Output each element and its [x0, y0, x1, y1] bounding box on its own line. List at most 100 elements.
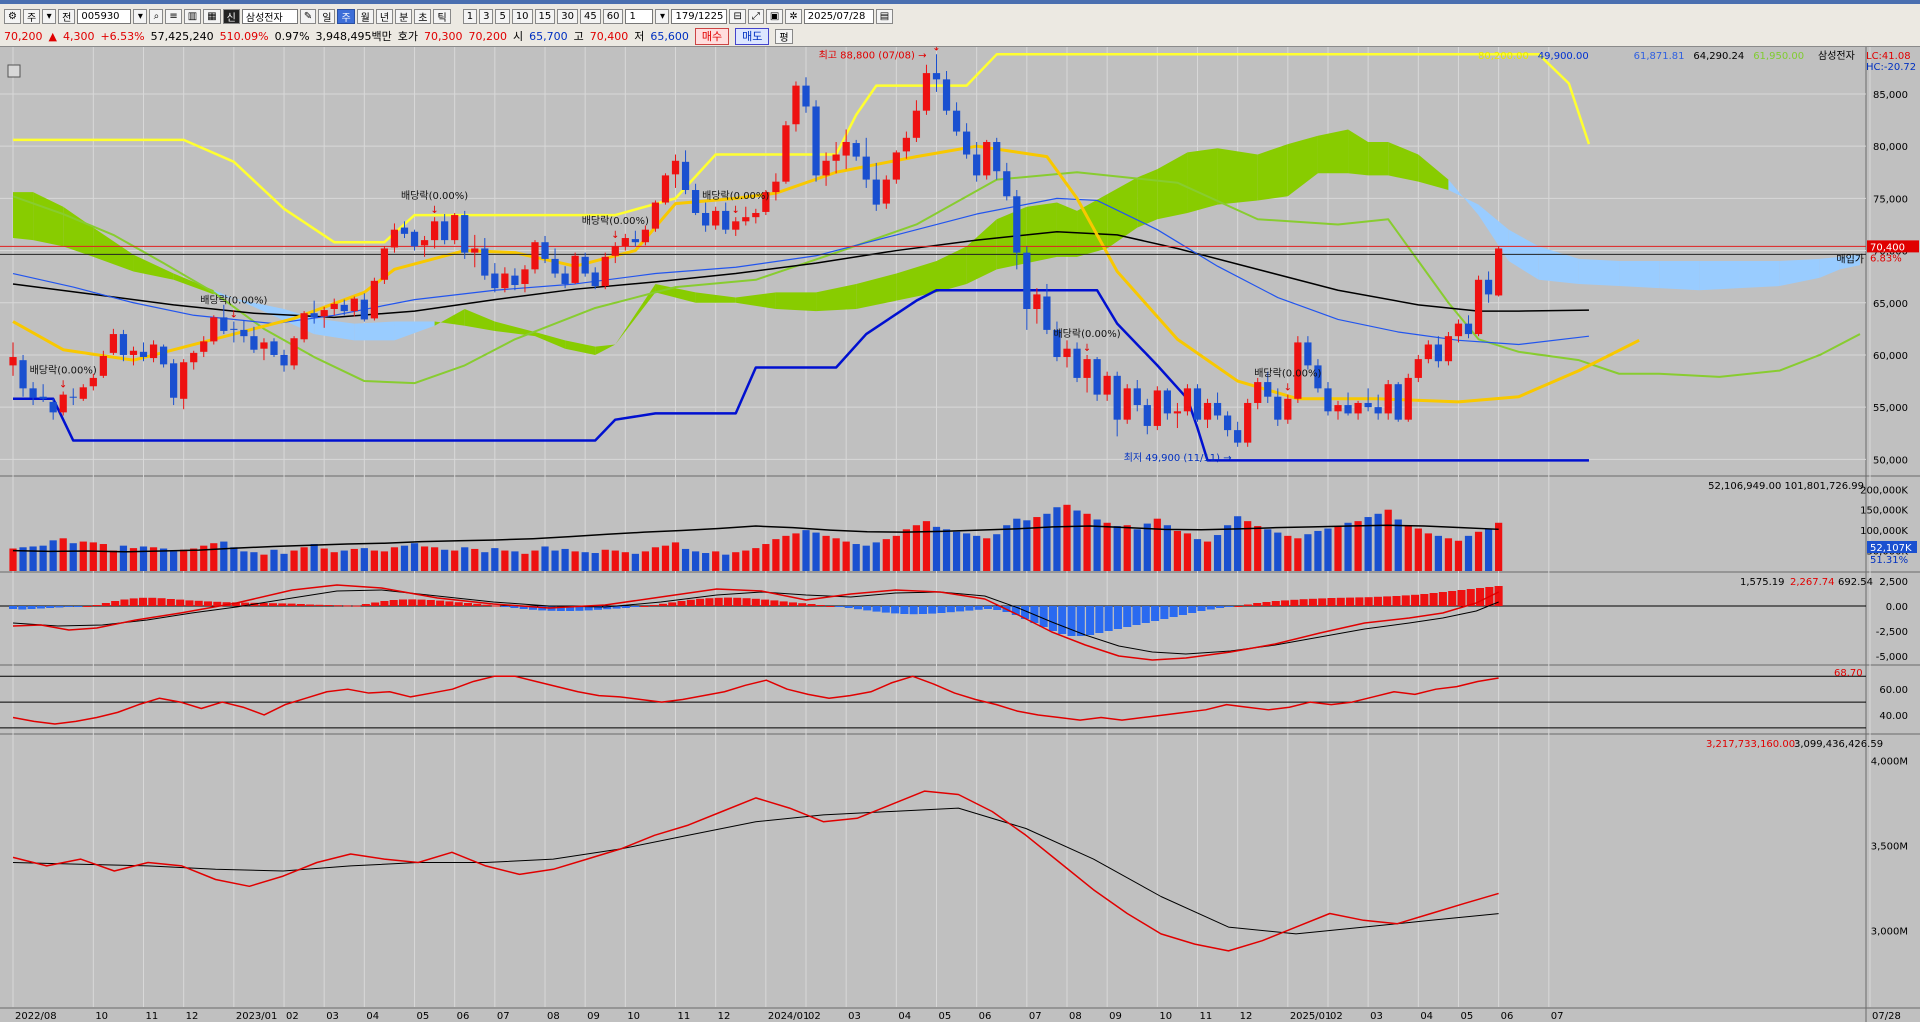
- date-axis-tick: 07: [1551, 1011, 1564, 1022]
- period-month[interactable]: 월: [356, 8, 374, 24]
- search-icon[interactable]: ⌕: [149, 8, 164, 24]
- macd-histogram-bar: [343, 605, 352, 607]
- macd-histogram-bar: [788, 602, 797, 606]
- buy-button[interactable]: 매수: [694, 27, 730, 45]
- date-axis-tick: 04: [366, 1011, 379, 1022]
- gear-icon[interactable]: ✲: [785, 8, 802, 24]
- interval-60[interactable]: 60: [602, 8, 624, 24]
- date-axis-tick: 02: [286, 1011, 299, 1022]
- date-input[interactable]: 2025/07/28: [803, 8, 874, 24]
- macd-histogram-bar: [315, 604, 324, 606]
- stock-chart[interactable]: 배당락(0.00%) ↓ 배당락(0.00%) ↓ 배당락(0.00%) ↓ 배당락(0.0…: [0, 47, 1920, 1022]
- ichimoku-cloud: [816, 283, 857, 312]
- interval-45[interactable]: 45: [580, 8, 601, 24]
- candle-body: [451, 215, 459, 241]
- volume-bar: [220, 541, 228, 571]
- period-year[interactable]: 년: [375, 8, 394, 24]
- candle-body: [1103, 375, 1111, 395]
- volume-bar: [210, 543, 218, 571]
- volume-bar: [912, 525, 921, 571]
- interval-1[interactable]: 1: [462, 8, 478, 24]
- macd-histogram-bar: [1392, 596, 1401, 606]
- volume-bar: [1173, 530, 1182, 571]
- interval-5[interactable]: 5: [495, 8, 510, 24]
- volume-bar: [39, 545, 47, 571]
- period-week[interactable]: 주: [337, 8, 355, 24]
- period-second[interactable]: 초: [414, 8, 432, 24]
- candle-body: [922, 73, 931, 111]
- count-dropdown-icon[interactable]: ▾: [655, 8, 670, 24]
- date-axis-tick: 09: [1109, 1011, 1122, 1022]
- market-select[interactable]: 주: [22, 8, 41, 24]
- candle-body: [571, 255, 579, 283]
- macd-histogram-bar: [519, 606, 528, 609]
- interval-10[interactable]: 10: [511, 8, 533, 24]
- interval-30[interactable]: 30: [557, 8, 579, 24]
- range-display[interactable]: 179/1225: [671, 8, 728, 24]
- volume-bar: [1424, 533, 1432, 571]
- volume-bar: [1384, 509, 1392, 571]
- candle-body: [1464, 323, 1473, 335]
- price-axis-tick: 75,000: [1873, 194, 1908, 205]
- candle-body: [1314, 365, 1322, 389]
- volume-panel: [9, 504, 1503, 571]
- period-day[interactable]: 일: [318, 8, 336, 24]
- sell-button[interactable]: 매도: [735, 27, 770, 45]
- dropdown-icon[interactable]: ▾: [133, 8, 148, 24]
- save-icon[interactable]: ▣: [765, 8, 784, 24]
- price-change-pct: +6.53%: [100, 29, 145, 43]
- grid-icon[interactable]: ▦: [203, 8, 221, 24]
- date-axis-tick: 06: [1501, 1011, 1514, 1022]
- candle-body: [671, 160, 680, 175]
- macd-legend-1: 1,575.19: [1740, 577, 1785, 588]
- macd-histogram-bar: [389, 600, 398, 606]
- interval-15[interactable]: 15: [534, 8, 556, 24]
- volume-bar: [511, 551, 519, 571]
- candle-body: [702, 212, 710, 226]
- volume-bar: [1484, 528, 1493, 571]
- obv-panel: [12, 790, 1499, 952]
- ichimoku-cloud: [464, 309, 495, 331]
- volume-bar: [491, 548, 499, 571]
- volume-bar: [1043, 513, 1051, 571]
- chart-type-icon[interactable]: ▥: [183, 8, 202, 24]
- ichimoku-cloud: [494, 321, 535, 337]
- interval-count-input[interactable]: 1: [625, 8, 654, 24]
- period-tick[interactable]: 틱: [433, 8, 451, 24]
- volume-legend: 52,106,949.00 101,801,726.99: [1708, 481, 1864, 492]
- stock-name[interactable]: 삼성전자: [241, 8, 298, 24]
- dividend-arrow-icon: ↓: [732, 205, 740, 216]
- period-minute[interactable]: 분: [395, 8, 413, 24]
- macd-histogram-bar: [872, 606, 881, 612]
- expand-icon[interactable]: ⤢: [747, 8, 764, 24]
- zoom-out-icon[interactable]: ⊟: [729, 8, 746, 24]
- ichimoku-cloud: [1839, 254, 1860, 270]
- panel-menu-icon[interactable]: [7, 64, 21, 78]
- volume-bar: [1023, 520, 1031, 571]
- volume-bar: [541, 546, 549, 571]
- list-icon[interactable]: ≡: [165, 8, 182, 24]
- pen-icon[interactable]: ✎: [299, 8, 317, 24]
- candle-body: [732, 221, 740, 230]
- macd-histogram-bar: [1336, 597, 1345, 606]
- candle-body: [611, 246, 619, 256]
- volume-bar: [1304, 534, 1312, 571]
- stock-code-input[interactable]: 005930: [77, 8, 132, 24]
- chevron-down-icon[interactable]: ▾: [42, 8, 57, 24]
- macd-histogram-bar: [27, 606, 36, 609]
- macd-histogram-bar: [73, 606, 83, 607]
- calendar-icon[interactable]: ▤: [875, 8, 894, 24]
- macd-histogram-bar: [36, 606, 45, 609]
- candle-body: [1153, 390, 1161, 426]
- interval-3[interactable]: 3: [479, 8, 494, 24]
- volume-bar: [1203, 541, 1212, 571]
- macd-histogram-bar: [1216, 606, 1225, 608]
- candle-body: [1334, 405, 1342, 412]
- volume-bar: [932, 526, 941, 571]
- date-axis-tick: 2025/01: [1290, 1011, 1332, 1022]
- mode-select[interactable]: 전: [58, 8, 76, 24]
- ichimoku-cloud: [173, 273, 214, 295]
- volume-ratio: 510.09%: [219, 29, 269, 43]
- settings-icon[interactable]: ⚙: [4, 8, 21, 24]
- flat-button[interactable]: 평: [775, 28, 793, 44]
